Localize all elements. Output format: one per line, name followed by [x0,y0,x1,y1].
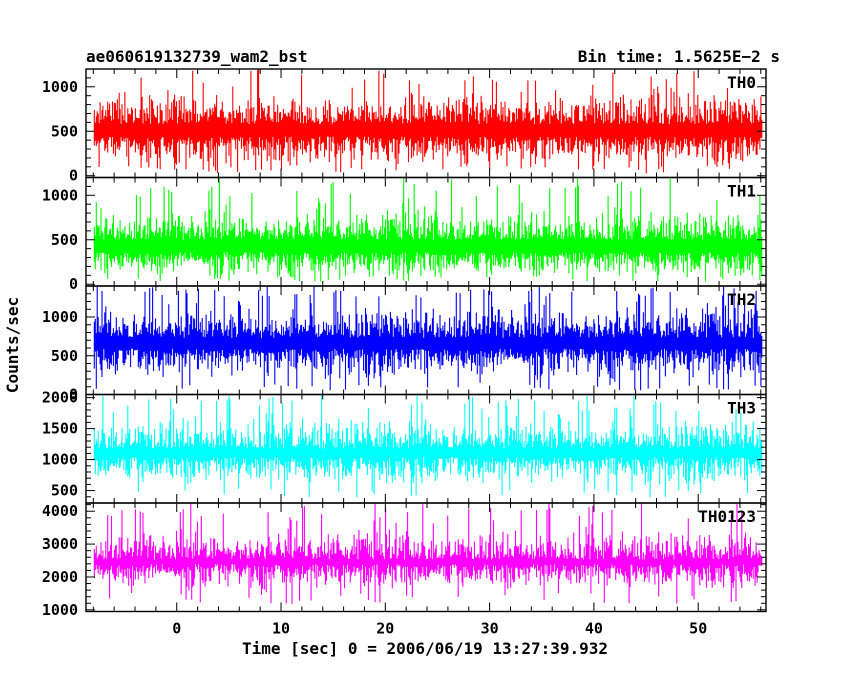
y-tick-label: 500 [51,347,78,365]
x-tick-label: 10 [272,620,290,638]
y-tick-label: 3000 [42,535,78,553]
chart-title: ae060619132739_wam2_bst [86,47,308,66]
panel-name-th0: TH0 [727,73,756,92]
x-tick-label: 0 [172,620,181,638]
panel-name-th2: TH2 [727,290,756,309]
x-tick-label: 30 [481,620,499,638]
y-tick-label: 500 [51,482,78,500]
series-trace-th0 [93,69,763,174]
y-tick-label: 0 [69,386,78,404]
y-tick-label: 1000 [42,78,78,96]
y-tick-label: 500 [51,231,78,249]
y-tick-label: 4000 [42,502,78,520]
panel-name-th1: TH1 [727,182,756,201]
y-tick-label: 1000 [42,308,78,326]
y-tick-label: 0 [69,167,78,185]
series-trace-th3 [93,394,763,498]
x-tick-label: 20 [376,620,394,638]
panel-th0123: 1000 2000 3000 4000 TH0123 [42,502,767,619]
x-tick-label: 50 [689,620,707,638]
y-tick-label: 1000 [42,186,78,204]
bin-time-label: Bin time: 1.5625E−2 s [578,47,780,66]
panel-name-th3: TH3 [727,399,756,418]
x-axis-label: Time [sec] 0 = 2006/06/19 13:27:39.932 [242,639,608,658]
y-tick-label: 2000 [42,568,78,586]
panel-th0: 0 500 1000 TH0 [42,68,767,185]
y-tick-label: 500 [51,122,78,140]
series-trace-th1 [93,177,763,282]
x-tick-label: 40 [585,620,603,638]
y-tick-label: 1000 [42,601,78,619]
y-axis-label: Counts/sec [3,297,22,393]
series-trace-th2 [93,286,763,391]
panel-th2: 0 500 1000 TH2 [42,285,767,404]
y-tick-label: 0 [69,275,78,293]
y-tick-label: 2000 [42,389,78,407]
y-tick-label: 1000 [42,451,78,469]
panel-th3: 500 1000 1500 2000 TH3 [42,389,767,504]
panel-th1: 0 500 1000 TH1 [42,176,767,293]
panel-name-th0123: TH0123 [698,507,756,526]
y-tick-label: 1500 [42,420,78,438]
series-trace-th0123 [93,503,763,604]
